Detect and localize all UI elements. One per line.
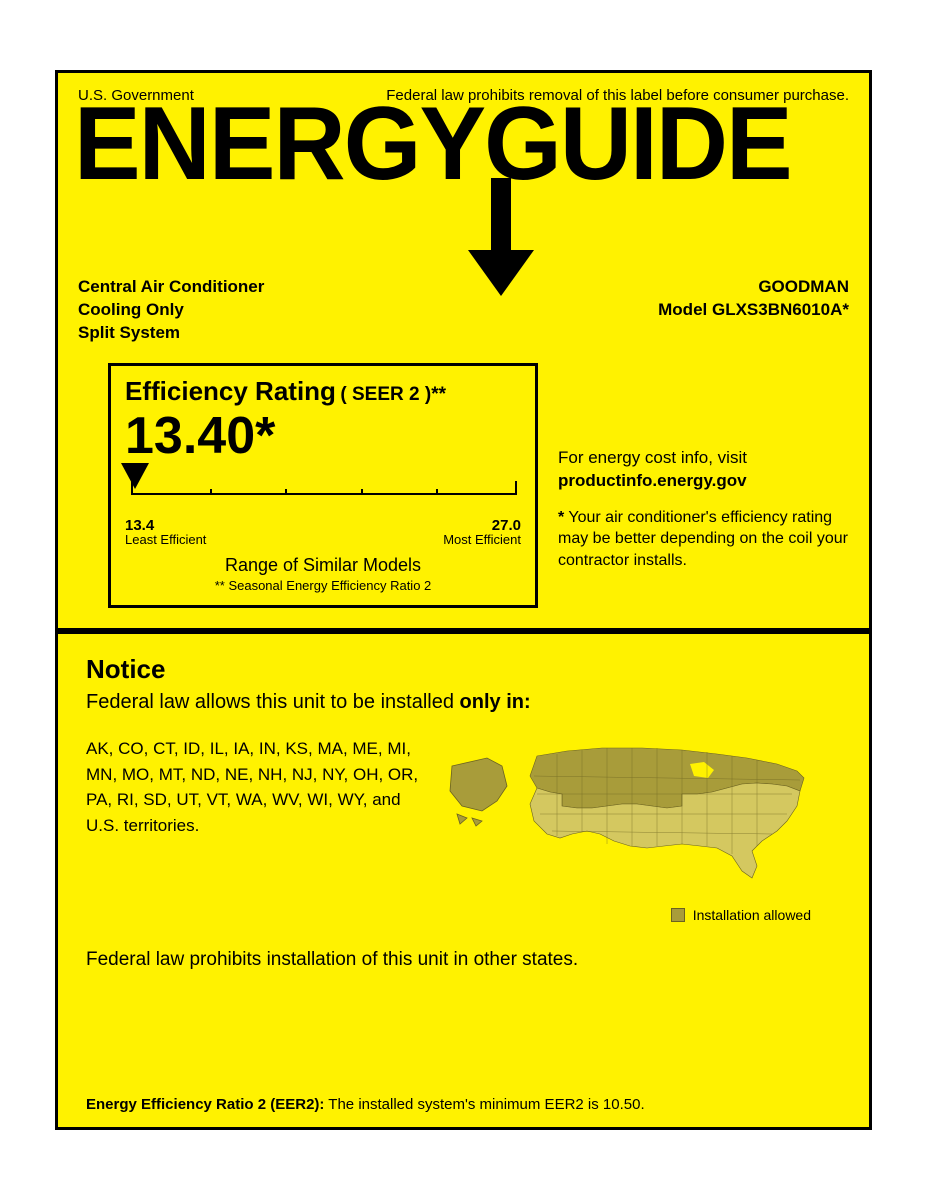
rating-title-line: Efficiency Rating ( SEER 2 )** — [125, 376, 521, 407]
model-number: GLXS3BN6010A* — [712, 300, 849, 319]
eer-text: The installed system's minimum EER2 is 1… — [324, 1096, 644, 1113]
rating-title: Efficiency Rating — [125, 376, 336, 406]
energy-guide-label: U.S. Government Federal law prohibits re… — [55, 70, 872, 1130]
scale-tick-minor — [361, 489, 363, 495]
notice-intro: Federal law allows this unit to be insta… — [86, 691, 841, 714]
states-row: AK, CO, CT, ID, IL, IA, IN, KS, MA, ME, … — [86, 736, 841, 923]
meta-row: Central Air Conditioner Cooling Only Spl… — [78, 276, 849, 345]
scale-tick-minor — [210, 489, 212, 495]
notice-intro-bold: only in: — [460, 691, 531, 713]
range-title: Range of Similar Models — [125, 555, 521, 576]
rating-value: 13.40* — [125, 409, 521, 464]
scale-max-label: Most Efficient — [443, 532, 521, 547]
rating-row: Efficiency Rating ( SEER 2 )** 13.40* — [78, 363, 849, 609]
prohibit-line: Federal law prohibits installation of th… — [86, 949, 841, 971]
notice-section: Notice Federal law allows this unit to b… — [58, 634, 869, 1127]
scale-line — [131, 493, 517, 495]
scale-tick-minor — [436, 489, 438, 495]
scale-tick-minor — [285, 489, 287, 495]
scale-pointer-icon — [121, 463, 149, 493]
us-map-icon — [442, 736, 822, 896]
scale-tick-major — [515, 481, 517, 495]
model-label: Model — [658, 300, 707, 319]
range-note: ** Seasonal Energy Efficiency Ratio 2 — [125, 578, 521, 593]
brand: GOODMAN — [658, 276, 849, 299]
scale-sublabels: Least Efficient Most Efficient — [125, 532, 521, 547]
eer-label: Energy Efficiency Ratio 2 (EER2): — [86, 1096, 324, 1113]
product-model-info: GOODMAN Model GLXS3BN6010A* — [658, 276, 849, 345]
scale-min-label: Least Efficient — [125, 532, 206, 547]
states-list: AK, CO, CT, ID, IL, IA, IN, KS, MA, ME, … — [86, 736, 426, 838]
logo-row: ENERGYGUIDE — [78, 106, 849, 216]
us-map: Installation allowed — [442, 736, 841, 923]
legend-label: Installation allowed — [693, 907, 811, 923]
model-line: Model GLXS3BN6010A* — [658, 299, 849, 322]
rating-subtitle: ( SEER 2 )** — [340, 384, 446, 405]
logo-text: ENERGYGUIDE — [74, 98, 791, 192]
product-type-line3: Split System — [78, 322, 264, 345]
info-column: For energy cost info, visit productinfo.… — [558, 363, 849, 572]
info-line1: For energy cost info, visit — [558, 447, 849, 470]
notice-intro-prefix: Federal law allows this unit to be insta… — [86, 691, 460, 713]
notice-title: Notice — [86, 654, 841, 685]
scale-tick-major — [131, 481, 133, 495]
scale — [125, 467, 521, 515]
product-type-line1: Central Air Conditioner — [78, 276, 264, 299]
info-note-text: Your air conditioner's efficiency rating… — [558, 509, 848, 569]
info-link: productinfo.energy.gov — [558, 470, 849, 493]
efficiency-rating-box: Efficiency Rating ( SEER 2 )** 13.40* — [108, 363, 538, 609]
top-section: U.S. Government Federal law prohibits re… — [58, 73, 869, 634]
product-type-line2: Cooling Only — [78, 299, 264, 322]
info-note: * Your air conditioner's efficiency rati… — [558, 507, 849, 572]
eer-line: Energy Efficiency Ratio 2 (EER2): The in… — [86, 1076, 841, 1113]
legend-swatch — [671, 908, 685, 922]
product-type: Central Air Conditioner Cooling Only Spl… — [78, 276, 264, 345]
arrow-down-icon — [466, 178, 536, 298]
map-legend: Installation allowed — [442, 907, 841, 923]
